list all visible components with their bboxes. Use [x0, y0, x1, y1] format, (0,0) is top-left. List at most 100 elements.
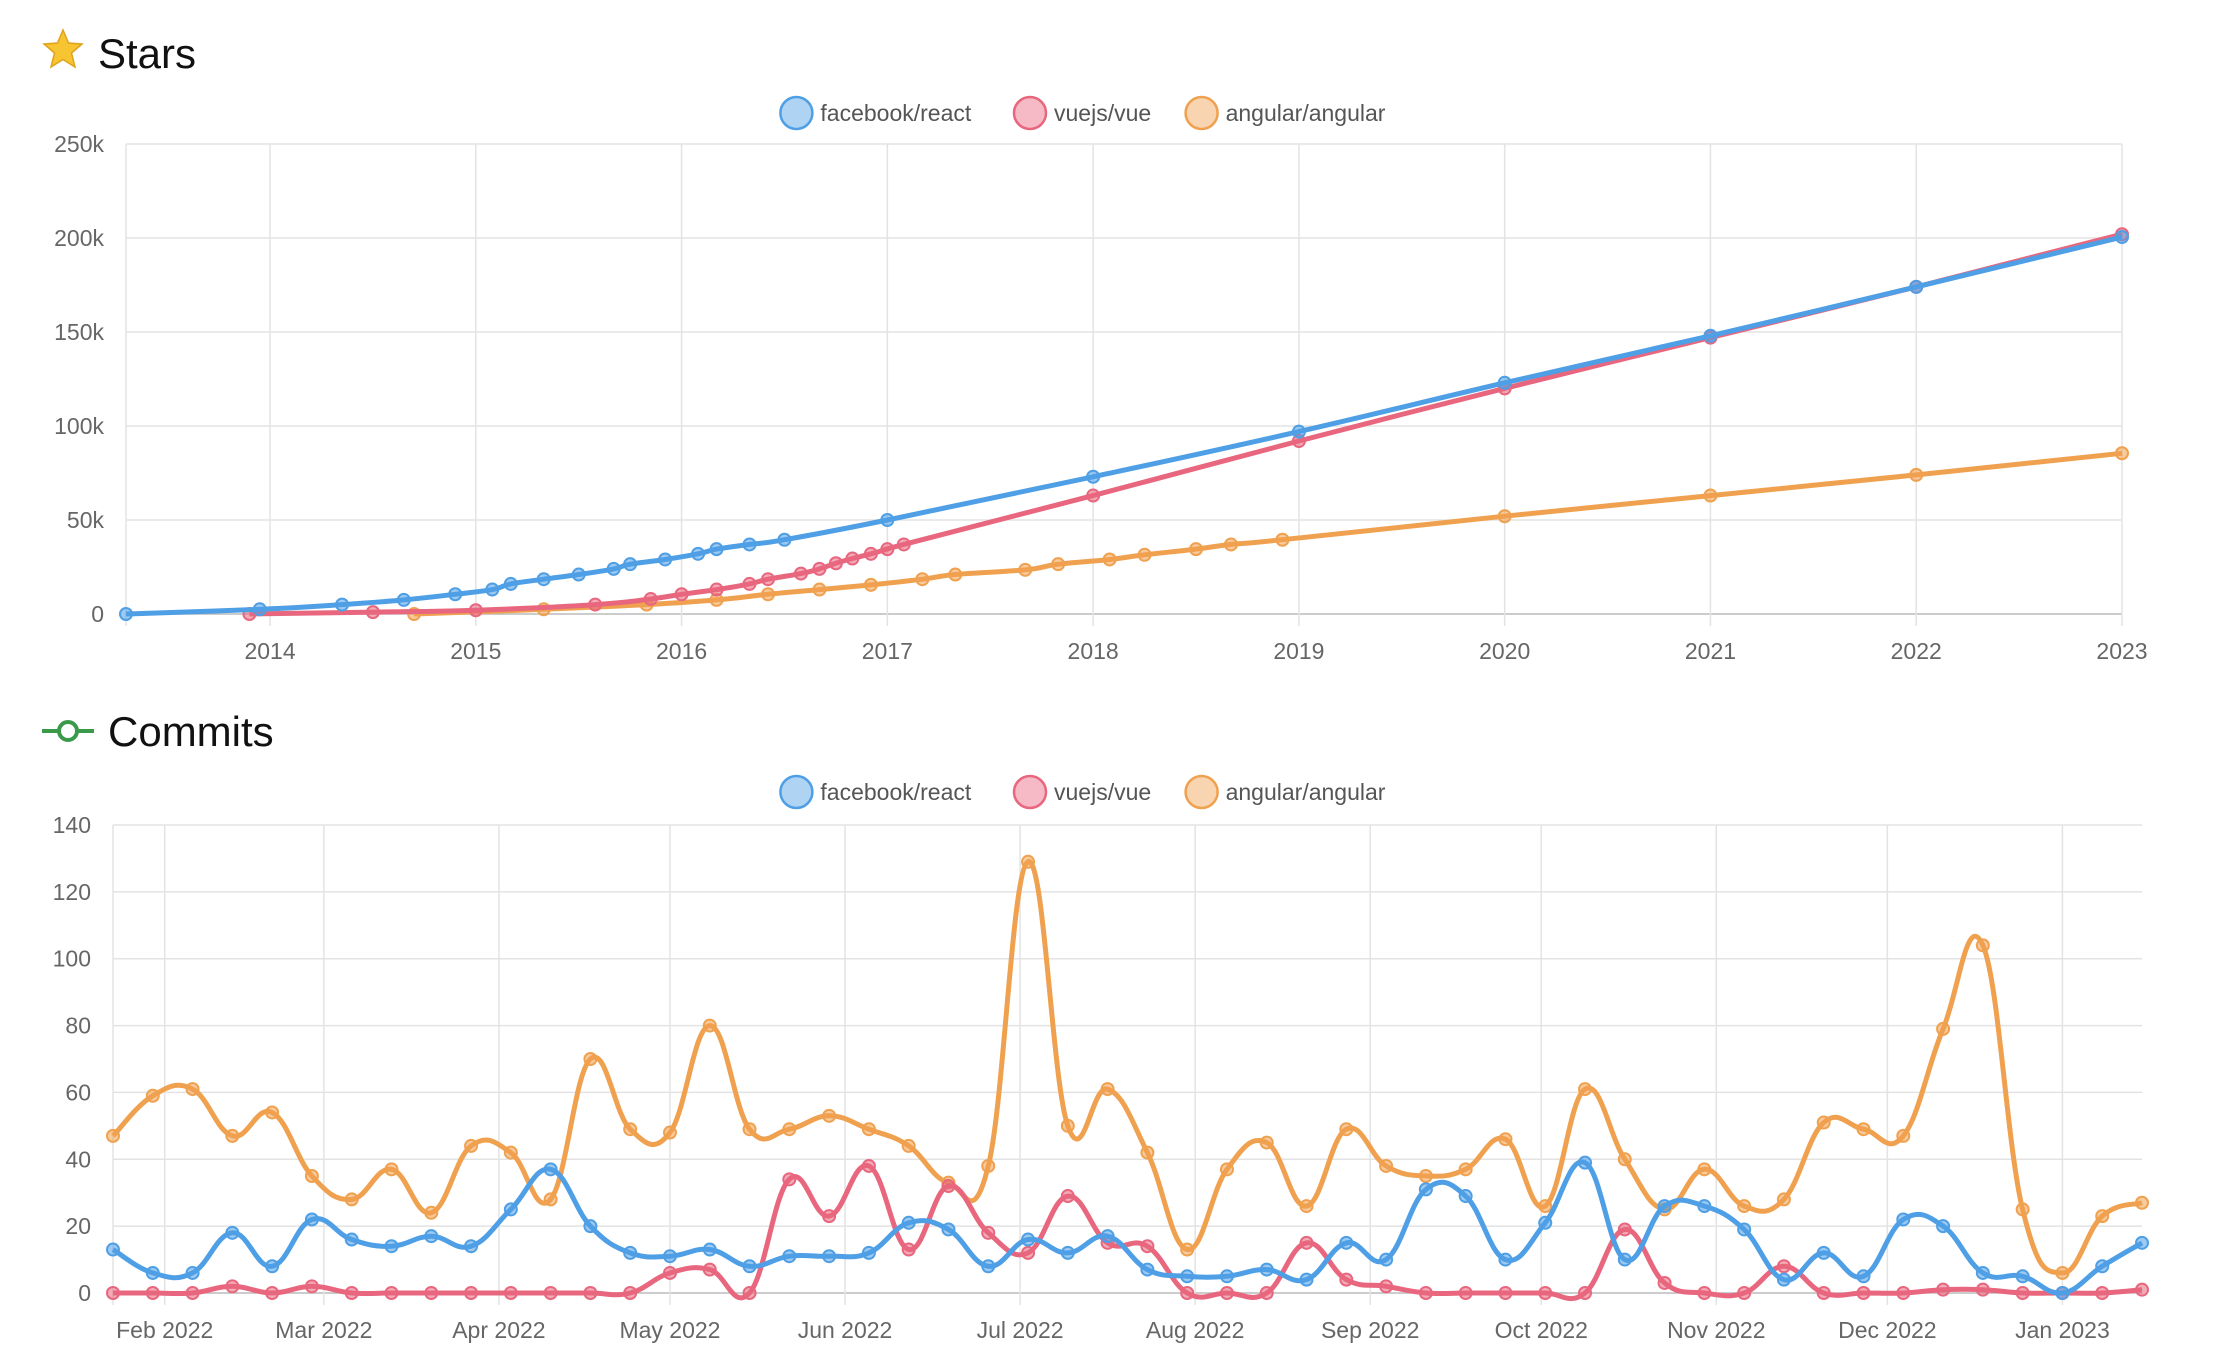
stars-point-0 [880, 513, 895, 527]
commits-point-1 [1856, 1286, 1871, 1300]
stars-legend-label: facebook/react [820, 100, 971, 126]
stars-point-1 [793, 566, 808, 581]
commits-point-2 [464, 1138, 479, 1153]
commits-point-1 [981, 1225, 996, 1240]
commits-point-2 [1776, 1192, 1791, 1207]
commits-x-tick-label: Aug 2022 [1146, 1317, 1244, 1343]
commits-point-2 [2015, 1202, 2030, 1217]
commits-y-tick-label: 140 [53, 812, 91, 838]
stars-point-2 [1224, 537, 1239, 552]
commits-point-0 [1458, 1189, 1473, 1204]
commits-point-2 [503, 1145, 518, 1160]
commits-point-0 [1140, 1262, 1155, 1277]
commits-x-tick-label: May 2022 [619, 1317, 720, 1343]
commits-point-1 [185, 1286, 200, 1300]
commits-point-0 [1379, 1252, 1394, 1267]
commits-section-title: Commits [42, 702, 274, 762]
commits-point-0 [2095, 1259, 2110, 1274]
commits-point-0 [424, 1229, 439, 1244]
commits-point-0 [1259, 1262, 1274, 1277]
stars-legend-swatch [1184, 95, 1219, 131]
commits-x-tick-label: Apr 2022 [452, 1317, 545, 1343]
commits-point-2 [225, 1128, 240, 1143]
commits-point-1 [145, 1286, 160, 1300]
commits-point-0 [1816, 1245, 1831, 1260]
stars-point-2 [812, 582, 827, 597]
stars-point-2 [948, 567, 963, 582]
stars-x-tick-label: 2017 [862, 638, 913, 664]
commits-point-1 [1776, 1259, 1791, 1274]
commits-point-2 [1100, 1082, 1115, 1097]
commits-point-0 [662, 1249, 677, 1264]
stars-y-tick-label: 0 [91, 601, 104, 627]
commits-point-0 [1498, 1252, 1513, 1267]
stars-legend-label: angular/angular [1226, 100, 1386, 126]
commits-point-0 [185, 1265, 200, 1280]
commits-point-0 [106, 1242, 120, 1257]
commits-point-0 [1936, 1219, 1951, 1234]
commits-point-0 [1578, 1155, 1593, 1170]
commits-point-1 [583, 1286, 598, 1300]
stars-point-1 [863, 546, 878, 561]
commits-point-1 [1578, 1286, 1593, 1300]
commits-point-1 [1737, 1286, 1752, 1300]
commits-point-0 [1538, 1215, 1553, 1230]
stars-x-tick-label: 2015 [450, 638, 501, 664]
commits-point-0 [583, 1219, 598, 1234]
commits-x-tick-label: Mar 2022 [275, 1317, 372, 1343]
commits-point-0 [822, 1249, 837, 1264]
stars-x-tick-label: 2019 [1273, 638, 1324, 664]
commits-point-2 [1379, 1158, 1394, 1173]
commits-point-1 [503, 1286, 518, 1300]
commits-point-2 [1418, 1169, 1433, 1183]
stars-y-tick-label: 50k [67, 507, 105, 533]
commits-y-tick-label: 40 [65, 1146, 91, 1172]
commits-point-2 [1299, 1199, 1314, 1214]
stars-point-1 [845, 551, 860, 566]
commits-point-0 [1657, 1199, 1672, 1214]
stars-chart: facebook/react vuejs/vue angular/angular 0 5… [54, 95, 2148, 664]
commits-point-1 [106, 1286, 120, 1300]
stars-point-2 [1497, 509, 1512, 524]
commits-y-tick-label: 80 [65, 1013, 91, 1039]
stars-point-0 [777, 532, 792, 547]
commits-title-text: Commits [108, 708, 274, 755]
commits-point-2 [981, 1158, 996, 1173]
stars-point-0 [606, 561, 621, 576]
commits-point-1 [1975, 1282, 1990, 1297]
commits-point-0 [503, 1202, 518, 1217]
commits-y-tick-label: 20 [65, 1213, 91, 1239]
stars-point-0 [2115, 230, 2129, 245]
stars-point-0 [119, 607, 133, 621]
commits-point-0 [1299, 1272, 1314, 1287]
stars-point-0 [709, 542, 724, 557]
commits-point-0 [941, 1222, 956, 1237]
commits-point-1 [2135, 1282, 2149, 1297]
commits-point-0 [702, 1242, 717, 1257]
stars-x-tick-label: 2016 [656, 638, 707, 664]
commits-point-2 [782, 1122, 797, 1137]
stars-title-text: Stars [98, 30, 197, 77]
commits-legend-label: angular/angular [1226, 779, 1386, 805]
commits-y-tick-label: 120 [53, 879, 91, 905]
stars-point-1 [880, 542, 895, 557]
commits-point-2 [1816, 1115, 1831, 1130]
commits-legend-label: vuejs/vue [1054, 779, 1151, 805]
commits-point-0 [1975, 1265, 1990, 1280]
commits-x-tick-label: Jan 2023 [2015, 1317, 2110, 1343]
stars-point-2 [1137, 547, 1152, 562]
commits-point-1 [1538, 1286, 1553, 1300]
commits-point-2 [2135, 1195, 2149, 1210]
commits-point-1 [1458, 1286, 1473, 1300]
commits-point-1 [1219, 1286, 1234, 1300]
commits-point-1 [304, 1279, 319, 1294]
commits-point-1 [623, 1286, 638, 1300]
commits-point-2 [145, 1088, 160, 1103]
stars-point-0 [252, 602, 267, 617]
commits-point-0 [265, 1259, 280, 1274]
commits-point-0 [464, 1239, 479, 1254]
commits-point-1 [822, 1209, 837, 1224]
stars-point-1 [588, 597, 603, 612]
commits-point-2 [901, 1138, 916, 1153]
commits-point-2 [861, 1122, 876, 1137]
